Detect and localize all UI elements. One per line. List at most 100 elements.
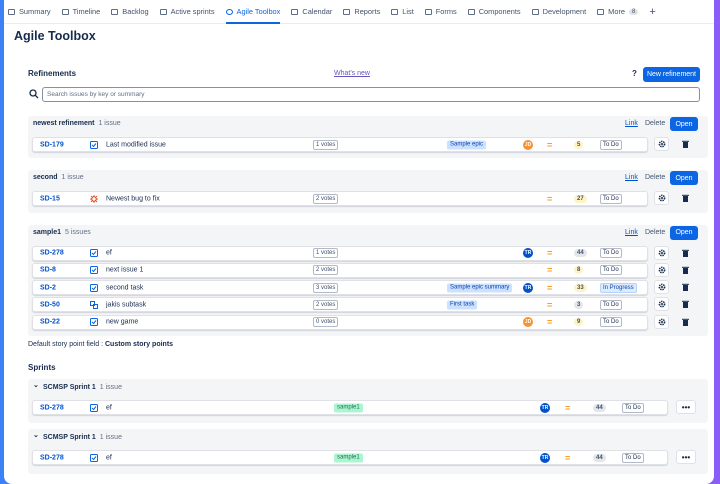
whats-new-link[interactable]: What's new bbox=[334, 70, 370, 77]
link-action[interactable]: Link bbox=[625, 174, 638, 182]
settings-button[interactable] bbox=[654, 297, 669, 312]
issue-row[interactable]: SD-278 ef 1 votes TR = 44 To Do bbox=[32, 245, 648, 261]
issue-row[interactable]: SD-2 second task 3 votes Sample epic summar… bbox=[32, 280, 648, 296]
issue-row[interactable]: SD-278 ef sample1 TR = 44 To Do bbox=[32, 400, 668, 415]
nav-tab[interactable]: Active sprints bbox=[159, 0, 215, 24]
open-button[interactable]: Open bbox=[670, 171, 698, 186]
settings-button[interactable] bbox=[654, 245, 669, 260]
issue-key[interactable]: SD-179 bbox=[40, 141, 64, 148]
tab-label: Active sprints bbox=[170, 7, 215, 16]
priority-icon: = bbox=[547, 317, 553, 328]
delete-button[interactable] bbox=[678, 246, 693, 260]
search-input[interactable]: Search issues by key or summary bbox=[42, 87, 700, 102]
nav-tab[interactable]: Forms bbox=[424, 0, 457, 24]
votes: 0 votes bbox=[313, 317, 339, 328]
issue-summary: Newest bug to fix bbox=[106, 195, 160, 203]
search-icon bbox=[29, 89, 39, 99]
issue-type-icon bbox=[90, 318, 98, 327]
issue-type-icon bbox=[90, 453, 98, 462]
delete-button[interactable] bbox=[678, 315, 693, 329]
settings-button[interactable] bbox=[654, 280, 669, 295]
issue-key[interactable]: SD-278 bbox=[40, 249, 64, 257]
nav-tab[interactable]: Timeline bbox=[61, 0, 101, 24]
status: To Do bbox=[600, 193, 622, 204]
status: To Do bbox=[600, 248, 622, 259]
open-button[interactable]: Open bbox=[670, 117, 698, 131]
issue-summary: new game bbox=[106, 318, 139, 326]
open-button[interactable]: Open bbox=[670, 225, 698, 240]
help-button[interactable]: ? bbox=[632, 69, 637, 78]
story-points: 44 bbox=[574, 249, 587, 258]
nav-tab[interactable]: Development bbox=[531, 0, 586, 24]
settings-button[interactable] bbox=[654, 137, 669, 151]
story-points: 5 bbox=[574, 140, 584, 149]
default-field-value: Custom story points bbox=[105, 341, 174, 348]
link-action[interactable]: Link bbox=[625, 228, 638, 236]
nav-tab[interactable]: Backlog bbox=[111, 0, 149, 24]
nav-tab[interactable]: Reports bbox=[343, 0, 380, 24]
issue-row[interactable]: SD-15 Newest bug to fix 2 votes = 27 To Do bbox=[32, 191, 648, 207]
issue-key[interactable]: SD-50 bbox=[40, 301, 60, 309]
collapse-chevron: ⌄ bbox=[33, 432, 39, 440]
issue-row[interactable]: SD-50 jakis subtask 2 votes First task = 3 To … bbox=[32, 297, 648, 313]
settings-button[interactable] bbox=[654, 314, 669, 329]
settings-button[interactable] bbox=[654, 262, 669, 277]
label-badge: sample1 bbox=[334, 453, 363, 463]
more-actions-button[interactable]: ••• bbox=[676, 450, 696, 465]
group-count: 1 issue bbox=[61, 174, 84, 182]
issue-row[interactable]: SD-278 ef sample1 TR = 44 To Do bbox=[32, 450, 668, 466]
nav-tab[interactable]: List bbox=[391, 0, 414, 24]
priority-icon: = bbox=[547, 282, 553, 293]
status: To Do bbox=[600, 299, 622, 310]
nav-tab[interactable]: More 8 bbox=[597, 0, 639, 24]
votes: 1 votes bbox=[313, 248, 339, 259]
issue-key[interactable]: SD-278 bbox=[40, 404, 64, 411]
group-count: 5 issues bbox=[65, 228, 91, 236]
nav-tab[interactable]: Summary bbox=[8, 0, 51, 24]
status: To Do bbox=[600, 139, 622, 150]
new-refinement-button[interactable]: New refinement bbox=[643, 67, 700, 82]
tab-label: Timeline bbox=[72, 7, 101, 16]
more-actions-button[interactable]: ••• bbox=[676, 400, 696, 414]
issue-row[interactable]: SD-22 new game 0 votes JD = 9 To Do bbox=[32, 314, 648, 330]
delete-button[interactable] bbox=[678, 297, 693, 311]
epic-badge: Sample epic bbox=[447, 140, 487, 149]
issue-type-icon bbox=[90, 194, 98, 203]
nav-tab[interactable]: Calendar bbox=[291, 0, 332, 24]
epic-badge: Sample epic summary bbox=[447, 283, 513, 293]
delete-button[interactable] bbox=[678, 137, 693, 151]
nav-bar: Summary Timeline Backlog Active sprints Agil… bbox=[4, 0, 714, 24]
settings-button[interactable] bbox=[654, 191, 669, 206]
delete-button[interactable] bbox=[678, 280, 693, 294]
issue-key[interactable]: SD-22 bbox=[40, 318, 60, 326]
tab-icon bbox=[391, 8, 399, 15]
issue-row[interactable]: SD-8 next issue 1 2 votes = 8 To Do bbox=[32, 262, 648, 278]
tab-label: Calendar bbox=[302, 7, 333, 16]
issue-row[interactable]: SD-179 Last modified issue 1 votes Sample e… bbox=[32, 137, 648, 152]
issue-summary: ef bbox=[106, 404, 112, 411]
delete-button[interactable] bbox=[678, 263, 693, 277]
tab-icon bbox=[291, 8, 299, 15]
delete-button[interactable] bbox=[678, 191, 693, 205]
issue-key[interactable]: SD-278 bbox=[40, 454, 64, 462]
issue-summary: next issue 1 bbox=[106, 266, 144, 274]
add-tab-button[interactable]: + bbox=[649, 5, 656, 18]
delete-action[interactable]: Delete bbox=[645, 228, 666, 236]
tab-icon bbox=[111, 8, 119, 15]
delete-action[interactable]: Delete bbox=[645, 120, 666, 127]
tab-icon bbox=[61, 8, 69, 15]
votes: 1 votes bbox=[313, 139, 339, 150]
sprint-name: SCMSP Sprint 1 bbox=[43, 384, 96, 391]
issue-key[interactable]: SD-2 bbox=[40, 284, 56, 292]
nav-tab[interactable]: Agile Toolbox bbox=[225, 0, 280, 24]
issue-key[interactable]: SD-8 bbox=[40, 266, 56, 274]
sprints-heading: Sprints bbox=[28, 363, 56, 372]
votes: 2 votes bbox=[313, 265, 339, 276]
issue-key[interactable]: SD-15 bbox=[40, 195, 60, 203]
trash-icon bbox=[682, 283, 689, 292]
link-action[interactable]: Link bbox=[625, 120, 638, 127]
delete-action[interactable]: Delete bbox=[645, 174, 666, 182]
gear-icon bbox=[658, 283, 665, 291]
nav-tab[interactable]: Components bbox=[467, 0, 521, 24]
